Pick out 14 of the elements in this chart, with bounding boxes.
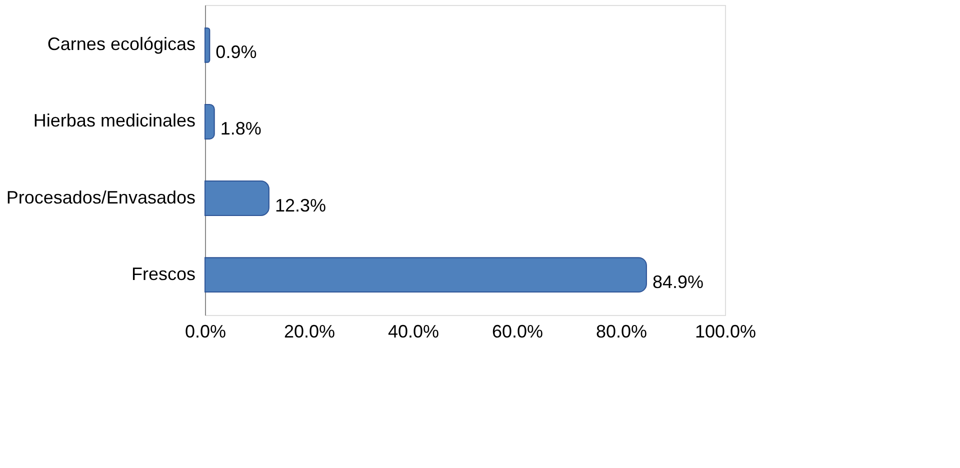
x-tick-label: 0.0% (184, 322, 226, 342)
x-tick-label: 100.0% (694, 322, 756, 342)
x-tick-label: 60.0% (492, 322, 544, 342)
y-tick-label: Procesados/Envasados (6, 187, 196, 208)
data-label: 84.9% (652, 272, 704, 292)
y-tick-label: Hierbas medicinales (33, 110, 196, 131)
y-tick-label: Frescos (131, 264, 196, 284)
x-tick-label: 20.0% (284, 322, 336, 342)
y-tick-label: Carnes ecológicas (47, 34, 196, 54)
data-label: 1.8% (220, 118, 262, 139)
x-tick-label: 40.0% (388, 322, 440, 342)
data-label: 12.3% (274, 195, 326, 216)
x-tick-label: 80.0% (596, 322, 648, 342)
data-label: 0.9% (216, 42, 257, 62)
